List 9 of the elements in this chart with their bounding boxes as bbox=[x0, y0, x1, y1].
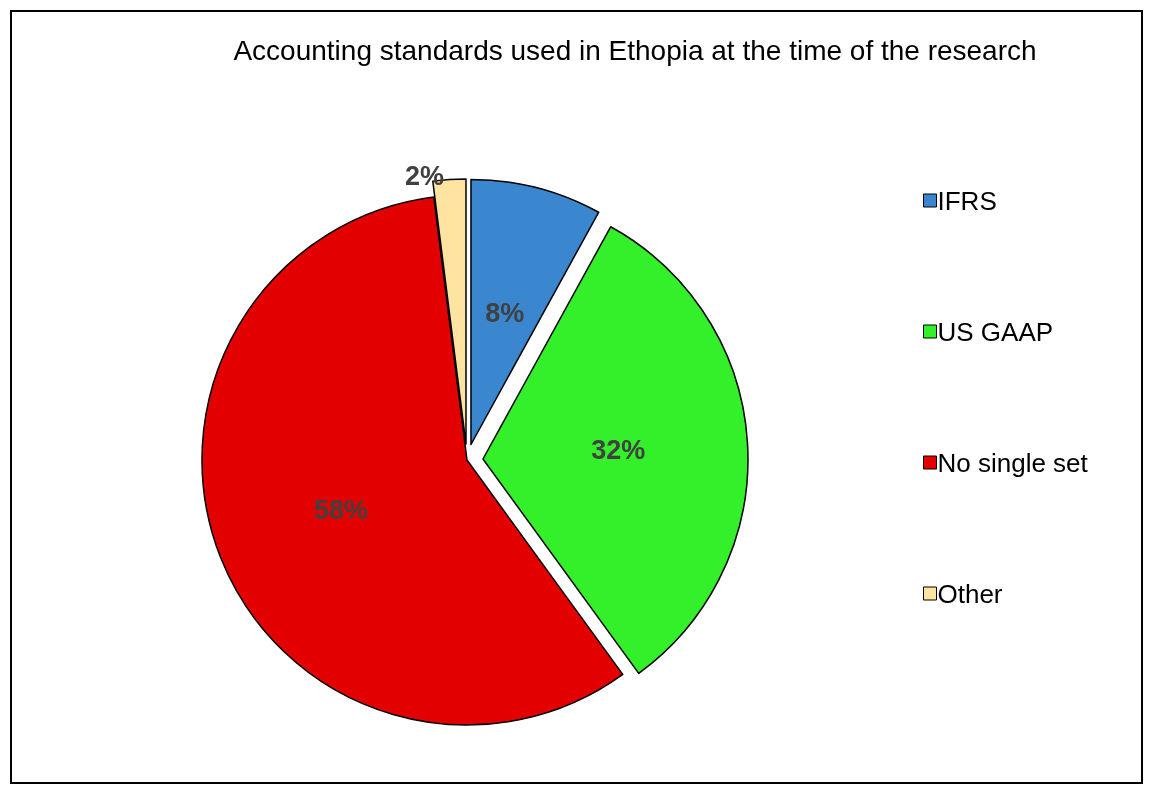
data-label: 32% bbox=[591, 435, 646, 466]
legend-label: Other bbox=[937, 578, 1003, 609]
data-label: 8% bbox=[485, 298, 525, 329]
legend-label: IFRS bbox=[937, 185, 997, 216]
data-label: 58% bbox=[313, 494, 369, 525]
legend-label: No single set bbox=[937, 447, 1089, 478]
chart-title: Accounting standards used in Ethopia at the time of the research bbox=[233, 34, 1037, 66]
legend-label: US GAAP bbox=[937, 316, 1054, 347]
data-label: 2% bbox=[405, 160, 445, 191]
